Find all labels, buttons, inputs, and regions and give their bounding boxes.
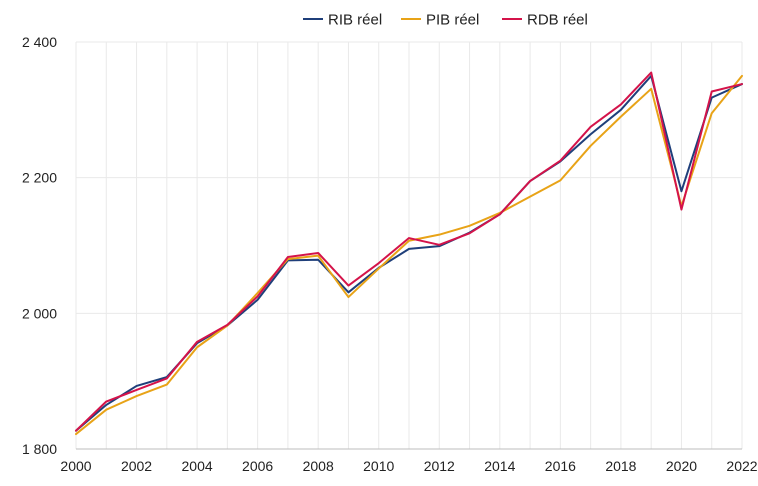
y-tick-label: 2 000	[22, 305, 57, 321]
gridlines	[75, 41, 743, 450]
x-tick-label: 2022	[726, 458, 757, 474]
x-tick-label: 2018	[605, 458, 636, 474]
y-tick-label: 2 200	[22, 170, 57, 186]
x-tick-label: 2012	[424, 458, 455, 474]
legend-item: RIB réel	[303, 12, 382, 29]
x-tick-label: 2020	[666, 458, 697, 474]
legend-label: RDB réel	[527, 12, 588, 29]
series-line	[75, 71, 743, 432]
series-line	[75, 74, 743, 436]
x-tick-label: 2000	[60, 458, 91, 474]
legend-label: RIB réel	[328, 12, 382, 29]
legend-item: PIB réel	[401, 12, 479, 29]
x-tick-label: 2008	[303, 458, 334, 474]
y-tick-label: 1 800	[22, 441, 57, 457]
legend-label: PIB réel	[426, 12, 479, 29]
legend-item: RDB réel	[502, 12, 588, 29]
x-tick-label: 2014	[484, 458, 515, 474]
axes: 1 800 2 000 2 200 2 400 2000 2002 2004 2006 2008…	[22, 34, 758, 474]
x-tick-label: 2004	[182, 458, 213, 474]
y-tick-label: 2 400	[22, 34, 57, 50]
x-tick-label: 2010	[363, 458, 394, 474]
x-tick-label: 2006	[242, 458, 273, 474]
legend: RIB réel PIB réel RDB réel	[303, 12, 588, 29]
series-lines	[75, 71, 743, 436]
x-tick-label: 2002	[121, 458, 152, 474]
x-tick-label: 2016	[545, 458, 576, 474]
